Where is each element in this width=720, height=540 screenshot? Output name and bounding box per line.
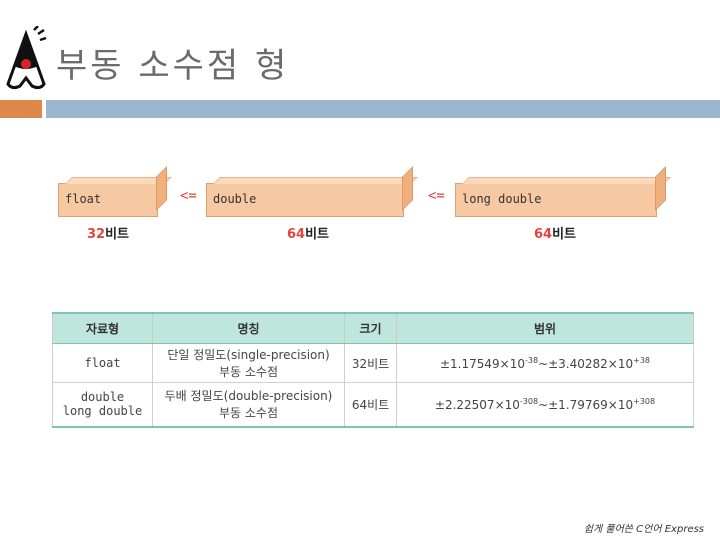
float-box-label: float [65,192,102,206]
cell-type: float [52,343,153,383]
cell-type: double long double [52,382,153,428]
duke-mascot-logo [6,26,47,90]
double-box-label: double [213,192,257,206]
header-name: 명칭 [152,312,345,344]
page-title: 부동 소수점 형 [56,46,290,86]
cell-range: ±2.22507×10-308~±1.79769×10+308 [396,382,694,428]
long-double-box-label: long double [462,192,542,206]
cell-name: 단일 정밀도(single-precision) 부동 소수점 [152,343,345,383]
float-bits: 32비트 [87,227,130,242]
less-equal-arrow-1: <= [180,188,197,204]
less-equal-arrow-2: <= [428,188,445,204]
title-underline-bar [46,100,720,118]
table-header-row: 자료형 명칭 크기 범위 [52,312,694,344]
double-box: double [206,166,418,217]
title-accent-bar [0,100,42,118]
table-row: double long double 두배 정밀도(double-precisio… [52,382,694,428]
float-types-table: 자료형 명칭 크기 범위 float 단일 정밀도(single-precisi… [52,312,694,428]
header-size: 크기 [344,312,397,344]
cell-name: 두배 정밀도(double-precision) 부동 소수점 [152,382,345,428]
footer-caption: 쉽게 풀어쓴 C언어 Express [583,524,704,535]
long-double-box: long double [455,166,671,217]
cell-range: ±1.17549×10-38~±3.40282×10+38 [396,343,694,383]
table-row: float 단일 정밀도(single-precision) 부동 소수점 32비… [52,343,694,383]
float-box: float [58,166,172,217]
cell-size: 64비트 [344,382,397,428]
double-bits: 64비트 [287,227,330,242]
long-double-bits: 64비트 [534,227,577,242]
header-range: 범위 [396,312,694,344]
cell-size: 32비트 [344,343,397,383]
header-type: 자료형 [52,312,153,344]
